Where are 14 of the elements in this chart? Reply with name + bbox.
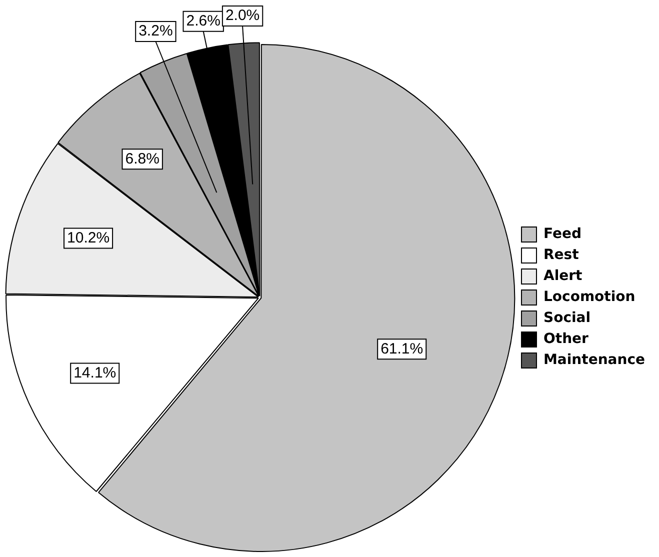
legend-label: Alert — [543, 268, 583, 284]
legend-label: Locomotion — [543, 289, 636, 306]
data-label: 3.2% — [138, 22, 173, 40]
legend-label: Other — [543, 331, 589, 348]
data-label: 61.1% — [380, 340, 424, 358]
legend-label: Maintenance — [543, 352, 646, 368]
data-label: 6.8% — [125, 150, 160, 168]
data-label: 10.2% — [67, 229, 110, 246]
legend-label: Social — [543, 310, 591, 326]
data-label: 2.6% — [186, 12, 220, 30]
legend-label: Feed — [543, 226, 582, 242]
legend-label: Rest — [543, 247, 580, 264]
data-label: 14.1% — [74, 364, 116, 382]
data-label: 2.0% — [225, 7, 260, 24]
